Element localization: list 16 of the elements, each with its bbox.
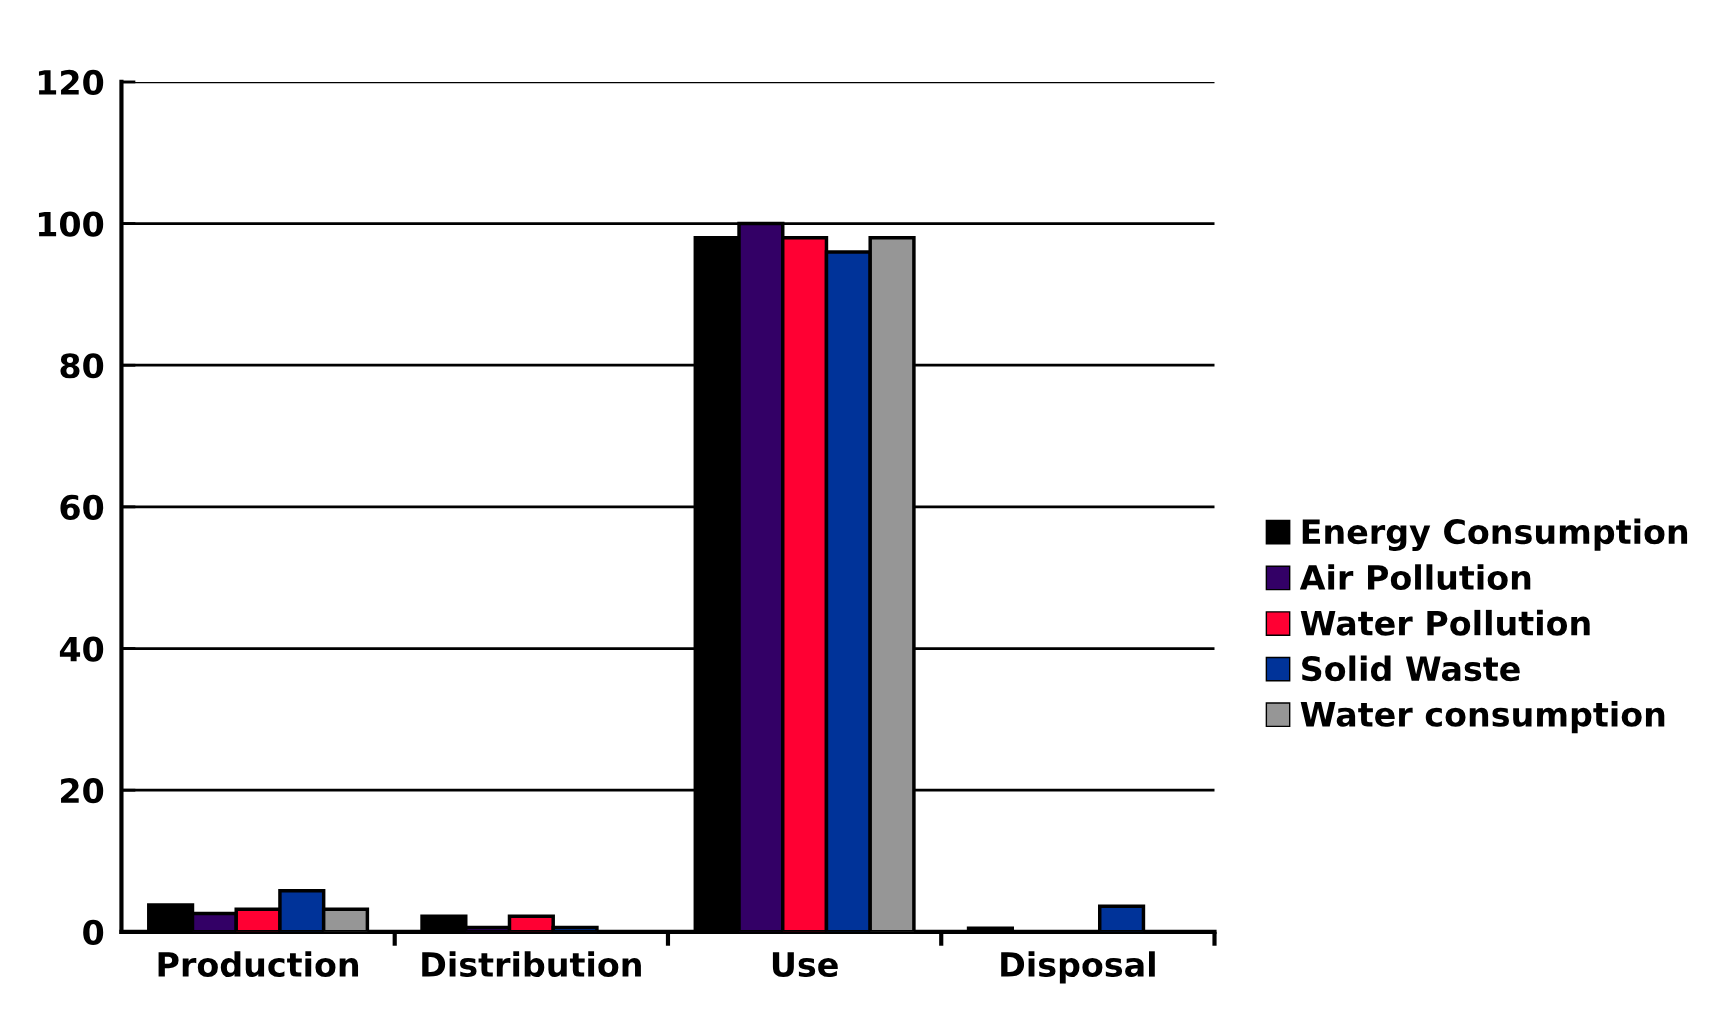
y-tick-label: 100 bbox=[38, 211, 104, 237]
y-tick-label: 80 bbox=[60, 353, 104, 379]
y-tick-label: 120 bbox=[38, 69, 104, 96]
legend-label: Water consumption bbox=[1300, 701, 1665, 734]
legend-label: Water Pollution bbox=[1300, 609, 1590, 636]
x-tick-label: Production bbox=[158, 951, 359, 978]
x-tick-label: Disposal bbox=[1001, 951, 1155, 984]
y-tick-label: 40 bbox=[59, 636, 104, 662]
x-tick-label: Use bbox=[772, 952, 838, 978]
legend-label: Solid Waste bbox=[1302, 655, 1520, 682]
y-tick-label: 0 bbox=[83, 919, 104, 945]
y-tick-label: 60 bbox=[60, 494, 104, 521]
x-tick-label: Distribution bbox=[422, 951, 641, 978]
legend-label: Air Pollution bbox=[1299, 564, 1531, 591]
y-tick-label: 20 bbox=[61, 778, 104, 804]
legend-label: Energy Consumption bbox=[1302, 518, 1688, 551]
